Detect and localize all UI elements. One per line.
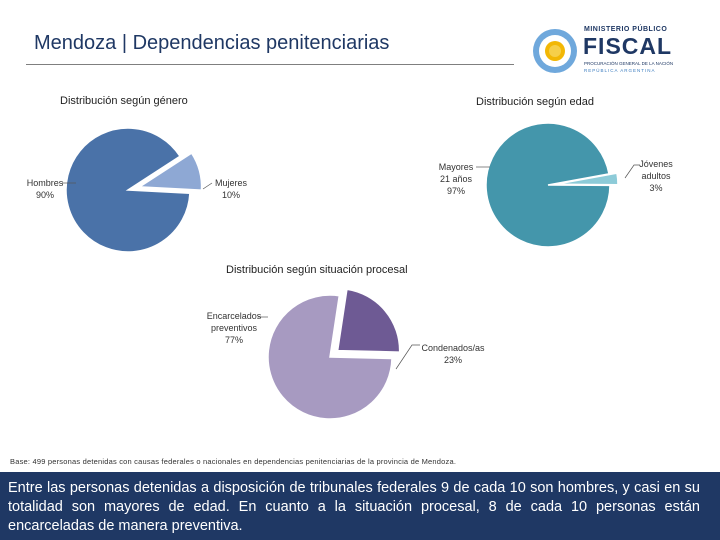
pie-slice-hombres — [65, 127, 191, 253]
pie-slice-mayores-21-a-os — [485, 122, 611, 248]
base-note: Base: 499 personas detenidas con causas … — [10, 457, 457, 466]
mayores-name: Mayores 21 años — [438, 162, 474, 184]
mayores-pct: 97% — [446, 186, 465, 196]
pie-charts — [62, 122, 640, 420]
condenados-name: Condenados/as — [421, 343, 485, 353]
mujeres-label: Mujeres 10% — [206, 177, 256, 201]
leader-line-mujeres — [202, 182, 213, 190]
logo-line-1: MINISTERIO PÚBLICO — [584, 26, 668, 33]
summary-text: Entre las personas detenidas a disposici… — [8, 480, 700, 534]
hombres-pct: 90% — [35, 190, 54, 200]
label-leader-lines — [62, 164, 640, 370]
condenados-label: Condenados/as 23% — [416, 342, 490, 366]
procedural-chart-title: Distribución según situación procesal — [226, 264, 408, 276]
age-pie — [485, 122, 619, 248]
leader-line-condenados — [395, 344, 420, 370]
mayores-label: Mayores 21 años 97% — [434, 161, 478, 197]
encarcelados-label: Encarcelados preventivos 77% — [202, 310, 266, 346]
jovenes-label: Jóvenes adultos 3% — [628, 158, 684, 194]
hombres-label: Hombres 90% — [20, 177, 70, 201]
logo-line-2: FISCAL — [583, 33, 673, 59]
page-title: Mendoza | Dependencias penitenciarias — [34, 32, 390, 54]
logo-line-3: PROCURACIÓN GENERAL DE LA NACIÓN — [584, 61, 674, 66]
logo-line-4: REPÚBLICA ARGENTINA — [584, 68, 656, 73]
jovenes-pct: 3% — [649, 183, 663, 193]
leader-line-jovenes — [624, 164, 640, 179]
gender-chart-title: Distribución según género — [60, 95, 188, 107]
mujeres-name: Mujeres — [214, 178, 247, 188]
encarcelados-pct: 77% — [224, 335, 243, 345]
age-chart-title: Distribución según edad — [476, 96, 595, 108]
condenados-pct: 23% — [443, 355, 462, 365]
title-divider — [26, 64, 514, 65]
jovenes-name: Jóvenes adultos — [639, 159, 673, 181]
summary-footer: Entre las personas detenidas a disposici… — [0, 472, 720, 540]
fiscal-logo: MINISTERIO PÚBLICO FISCAL PROCURACIÓN GE… — [528, 22, 673, 78]
pie-slice-condenados-as — [336, 288, 401, 353]
encarcelados-name: Encarcelados preventivos — [206, 311, 262, 333]
pie-slice-mujeres — [137, 152, 203, 191]
procedural-pie — [267, 288, 401, 420]
sun-emblem-icon — [533, 29, 577, 73]
hombres-name: Hombres — [26, 178, 64, 188]
pie-slice-encarcelados-preventivos — [267, 294, 393, 420]
pie-slice-j-venes-adultos — [555, 172, 619, 186]
gender-pie — [65, 127, 203, 253]
mujeres-pct: 10% — [221, 190, 240, 200]
